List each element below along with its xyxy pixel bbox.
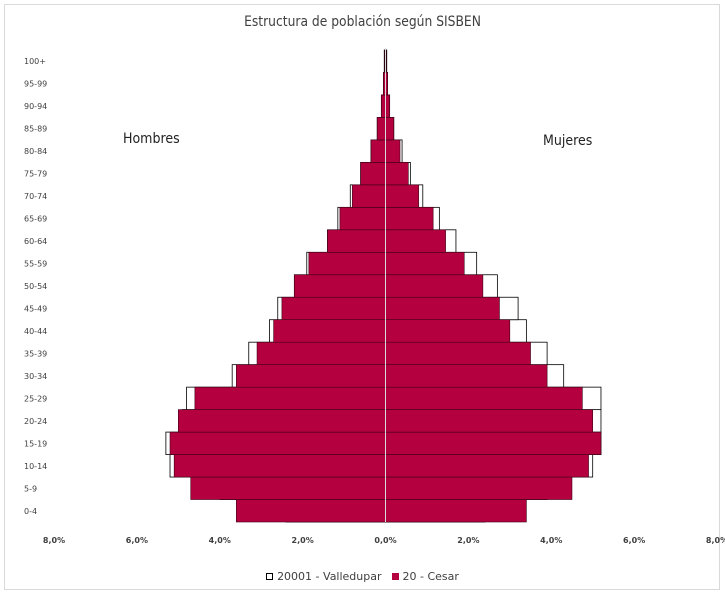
y-tick-label: 20-24 [24, 417, 47, 426]
bar-cesar-mujeres [385, 476, 573, 500]
bar-cesar-mujeres [385, 229, 446, 253]
y-tick-label: 10-14 [24, 462, 47, 471]
right-side-label: Mujeres [543, 133, 593, 149]
legend-label-valledupar: 20001 - Valledupar [277, 570, 382, 583]
y-tick-label: 90-94 [24, 102, 47, 111]
y-tick-label: 60-64 [24, 237, 47, 246]
bar-cesar-hombres [194, 386, 386, 410]
bar-cesar-hombres [339, 207, 386, 231]
y-tick-label: 25-29 [24, 394, 47, 403]
bar-cesar-hombres [370, 139, 386, 163]
bar-cesar-mujeres [385, 454, 589, 478]
chart-title: Estructura de población según SISBEN [244, 14, 481, 30]
x-tick-label: 0,0% [374, 536, 396, 545]
legend-item-cesar: 20 - Cesar [391, 570, 459, 583]
y-tick-label: 45-49 [24, 304, 47, 313]
x-tick-label: 2,0% [457, 536, 479, 545]
y-tick-label: 55-59 [24, 260, 47, 269]
bar-cesar-mujeres [385, 409, 593, 433]
bar-cesar-mujeres [385, 499, 527, 523]
y-tick-label: 15-19 [24, 439, 47, 448]
x-tick-label: 2,0% [292, 536, 314, 545]
x-tick-label: 8,0% [43, 536, 65, 545]
y-tick-label: 0-4 [24, 507, 37, 516]
bar-cesar-mujeres [385, 117, 395, 141]
y-tick-label: 75-79 [24, 170, 47, 179]
bar-cesar-mujeres [385, 94, 390, 118]
bar-cesar-hombres [360, 162, 386, 186]
bar-cesar-hombres [294, 274, 386, 298]
x-tick-label: 8,0% [706, 536, 725, 545]
y-tick-label: 30-34 [24, 372, 47, 381]
bar-cesar-hombres [281, 296, 386, 321]
bar-cesar-hombres [169, 431, 386, 455]
bar-cesar-mujeres [385, 139, 401, 163]
x-tick-label: 4,0% [209, 536, 231, 545]
bar-cesar-hombres [190, 476, 386, 500]
bar-cesar-hombres [256, 341, 386, 365]
y-tick-label: 70-74 [24, 192, 47, 201]
bar-cesar-mujeres [385, 341, 531, 365]
legend-swatch-valledupar [266, 573, 274, 580]
bar-cesar-hombres [352, 184, 386, 208]
bar-cesar-mujeres [385, 184, 419, 208]
y-tick-label: 100+ [24, 57, 46, 66]
bar-cesar-mujeres [385, 386, 583, 410]
y-tick-label: 95-99 [24, 80, 47, 89]
y-tick-label: 65-69 [24, 215, 47, 224]
bar-cesar-mujeres [385, 162, 409, 186]
y-tick-label: 35-39 [24, 349, 47, 358]
x-tick-label: 4,0% [540, 536, 562, 545]
bar-cesar-hombres [236, 364, 386, 388]
legend-item-valledupar: 20001 - Valledupar [266, 570, 382, 583]
bar-cesar-mujeres [385, 364, 548, 388]
y-tick-label: 50-54 [24, 282, 47, 291]
bar-cesar-hombres [173, 454, 386, 478]
bar-cesar-hombres [376, 117, 386, 141]
bar-cesar-hombres [236, 499, 386, 523]
bar-cesar-mujeres [385, 431, 602, 455]
left-side-label: Hombres [123, 131, 180, 147]
bar-cesar-mujeres [385, 319, 511, 343]
bar-cesar-hombres [381, 94, 386, 118]
x-tick-label: 6,0% [623, 536, 645, 545]
bar-cesar-mujeres [385, 207, 434, 231]
legend-label-cesar: 20 - Cesar [402, 570, 459, 583]
x-tick-label: 6,0% [126, 536, 148, 545]
legend-swatch-cesar [391, 573, 399, 580]
y-tick-label: 85-89 [24, 125, 47, 134]
bar-cesar-mujeres [385, 251, 465, 276]
y-tick-label: 40-44 [24, 327, 47, 336]
bar-cesar-hombres [178, 409, 386, 433]
y-tick-label: 80-84 [24, 147, 47, 156]
bar-cesar-hombres [308, 251, 386, 276]
chart-legend: 20001 - Valledupar 20 - Cesar [0, 570, 725, 583]
bar-cesar-hombres [273, 319, 386, 343]
bar-cesar-mujeres [385, 296, 500, 321]
y-tick-label: 5-9 [24, 484, 37, 493]
bar-cesar-mujeres [385, 274, 484, 298]
bar-cesar-hombres [327, 229, 386, 253]
